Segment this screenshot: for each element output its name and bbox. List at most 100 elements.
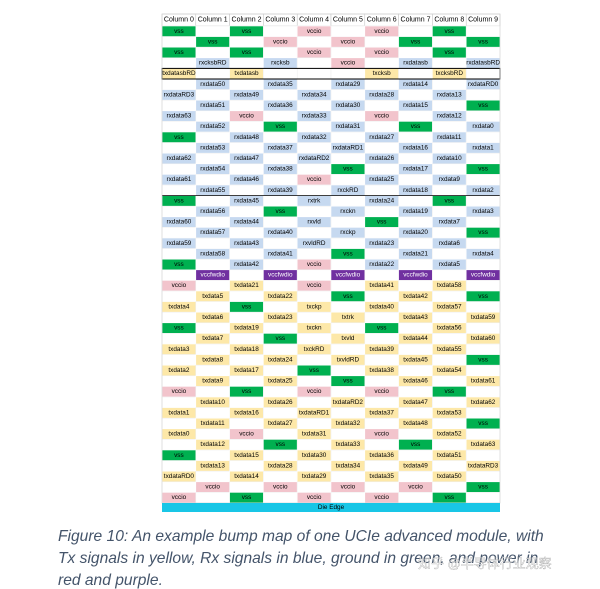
- empty-cell: [364, 57, 399, 69]
- empty-cell: [432, 78, 467, 90]
- bump-label: rxdata61: [166, 176, 191, 183]
- bump-label: vccio: [341, 38, 356, 45]
- empty-cell: [195, 46, 230, 59]
- bump-label: txdata48: [403, 420, 428, 427]
- bump-label: rxdata21: [403, 250, 428, 257]
- bump-label: txdata52: [437, 431, 462, 438]
- empty-cell: [296, 205, 332, 218]
- bump-label: rxdata59: [166, 240, 191, 247]
- empty-cell: [364, 121, 399, 133]
- empty-cell: [330, 280, 366, 292]
- empty-cell: [229, 205, 264, 218]
- empty-cell: [432, 311, 467, 324]
- bump-label: vccio: [307, 176, 322, 183]
- empty-cell: [161, 290, 197, 302]
- bump-label: vccio: [374, 28, 389, 35]
- empty-cell: [161, 269, 197, 281]
- bump-label: txdataRD3: [468, 462, 499, 469]
- bump-label: txdata31: [302, 431, 327, 438]
- bump-label: vccfwdio: [336, 272, 361, 279]
- bump-label: txdata1: [168, 409, 189, 416]
- bump-label: txdata7: [202, 335, 223, 342]
- bump-label: txdata0: [168, 431, 189, 438]
- empty-cell: [330, 89, 366, 101]
- bump-label: txdata51: [437, 452, 462, 459]
- empty-cell: [398, 174, 433, 186]
- bump-label: rxdata13: [437, 91, 462, 98]
- empty-cell: [195, 25, 230, 37]
- empty-cell: [161, 78, 197, 90]
- bump-label: txdataRD1: [299, 409, 330, 416]
- bump-label: vccio: [273, 484, 288, 491]
- bump-label: vccio: [239, 113, 254, 120]
- empty-cell: [229, 269, 264, 281]
- bump-label: vss: [478, 356, 488, 363]
- empty-cell: [398, 46, 433, 59]
- bump-label: rxdata16: [403, 144, 428, 151]
- empty-cell: [296, 269, 332, 281]
- bump-label: vss: [208, 38, 218, 45]
- empty-cell: [195, 216, 230, 228]
- empty-cell: [364, 311, 399, 324]
- empty-cell: [330, 364, 366, 377]
- bump-label: rxdata58: [200, 250, 225, 257]
- empty-cell: [465, 25, 501, 37]
- empty-cell: [296, 481, 332, 493]
- empty-cell: [229, 184, 264, 196]
- bump-label: txdata4: [168, 303, 189, 310]
- empty-cell: [432, 460, 467, 472]
- bump-label: txdata56: [437, 325, 462, 332]
- empty-cell: [263, 301, 298, 313]
- bump-label: rxckp: [340, 229, 356, 236]
- empty-cell: [296, 36, 332, 48]
- bump-label: rxdata48: [234, 134, 259, 141]
- empty-cell: [465, 343, 501, 355]
- bump-label: vccio: [205, 484, 220, 491]
- bump-label: txcksbRD: [436, 70, 464, 77]
- bump-label: vss: [242, 28, 252, 35]
- empty-cell: [195, 470, 230, 483]
- bump-label: vccio: [341, 484, 356, 491]
- empty-cell: [195, 364, 230, 377]
- empty-cell: [364, 396, 399, 408]
- bump-label: rxdata15: [403, 102, 428, 109]
- bump-label: txdata62: [471, 399, 496, 406]
- bump-label: vccfwdio: [471, 272, 496, 279]
- bump-label: txdata35: [369, 473, 394, 480]
- bump-label: rxdataRD3: [164, 91, 195, 98]
- empty-cell: [195, 428, 230, 440]
- bump-label: vccio: [307, 49, 322, 56]
- empty-cell: [398, 470, 433, 483]
- empty-cell: [330, 301, 366, 313]
- bump-label: vccio: [239, 431, 254, 438]
- empty-cell: [432, 99, 467, 112]
- empty-cell: [398, 343, 433, 355]
- bump-label: vss: [174, 134, 184, 141]
- bump-label: vccio: [374, 49, 389, 56]
- empty-cell: [195, 343, 230, 355]
- bump-label: rxvldRD: [303, 240, 326, 247]
- empty-cell: [161, 396, 197, 408]
- empty-cell: [364, 333, 399, 345]
- empty-cell: [364, 142, 399, 154]
- bump-label: rxdata24: [369, 197, 394, 204]
- empty-cell: [398, 68, 433, 80]
- empty-cell: [330, 237, 366, 249]
- empty-cell: [296, 227, 332, 239]
- empty-cell: [330, 110, 366, 122]
- empty-cell: [465, 258, 501, 271]
- bump-label: txdataRD2: [333, 399, 364, 406]
- bump-label: txdata2: [168, 367, 189, 374]
- empty-cell: [398, 428, 433, 440]
- bump-label: txdata45: [403, 356, 428, 363]
- bump-label: txdata27: [268, 420, 293, 427]
- bump-label: rxdata38: [268, 166, 293, 173]
- empty-cell: [330, 322, 366, 334]
- bump-label: rxdata3: [472, 208, 494, 215]
- bump-label: vccio: [307, 282, 322, 289]
- empty-cell: [195, 152, 230, 165]
- bump-label: rxdata31: [335, 123, 360, 130]
- empty-cell: [432, 333, 467, 345]
- empty-cell: [398, 110, 433, 122]
- empty-cell: [161, 248, 197, 260]
